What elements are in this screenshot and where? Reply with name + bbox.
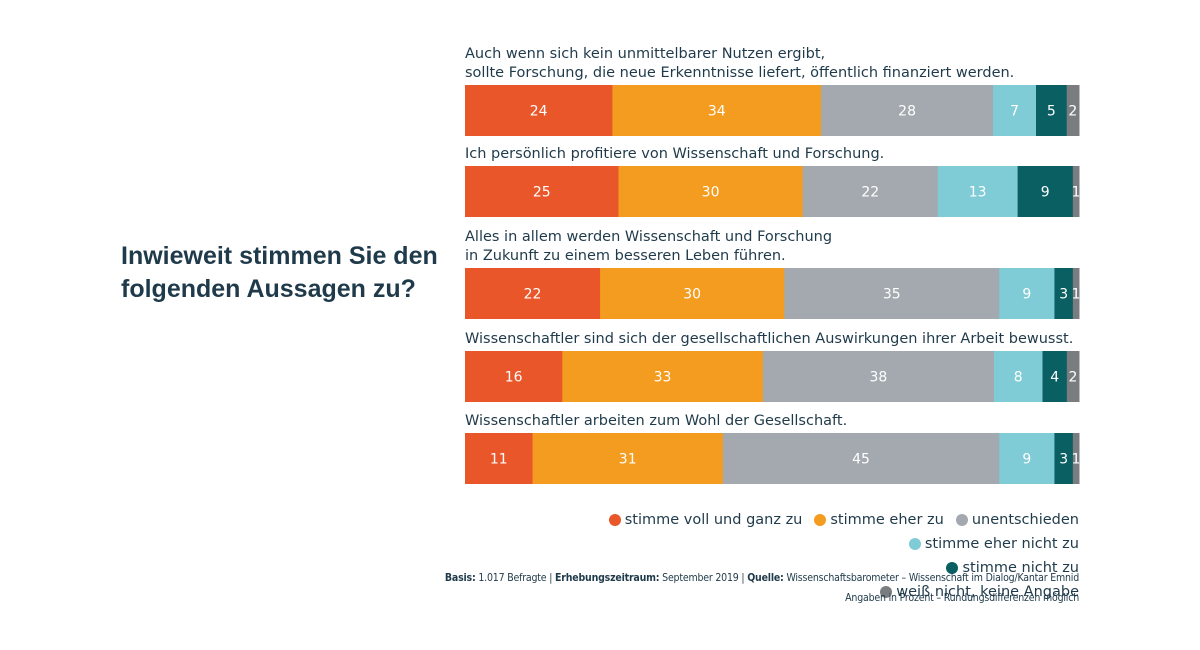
bar-segment xyxy=(1054,268,1074,319)
data-label: 8 xyxy=(1014,370,1023,386)
data-label: 1 xyxy=(1071,452,1080,468)
legend-label: weiß nicht, keine Angabe xyxy=(896,584,1079,600)
bar-segment xyxy=(465,351,563,402)
bar-segment xyxy=(993,85,1037,136)
bar-segment xyxy=(600,268,785,319)
data-label: 22 xyxy=(524,287,542,303)
bar-segment xyxy=(612,85,822,136)
bar-segment xyxy=(1017,166,1074,217)
data-label: 2 xyxy=(1068,370,1077,386)
basis-value: 1.017 Befragte xyxy=(478,572,547,584)
data-label: 33 xyxy=(654,370,672,386)
legend-item: stimme eher zu xyxy=(814,512,944,528)
question-label-line: Ich persönlich profitiere von Wissenscha… xyxy=(465,146,884,162)
bar-segment xyxy=(1054,433,1074,484)
bar-segment xyxy=(465,433,534,484)
data-label: 2 xyxy=(1068,104,1077,120)
data-label: 38 xyxy=(869,370,887,386)
data-label: 31 xyxy=(619,452,637,468)
bar-segment xyxy=(465,85,613,136)
bar-segment xyxy=(1072,268,1080,319)
data-label: 24 xyxy=(530,104,548,120)
data-label: 35 xyxy=(883,287,901,303)
data-label: 3 xyxy=(1059,287,1068,303)
bar-segment xyxy=(821,85,994,136)
legend-label: stimme eher zu xyxy=(830,512,944,528)
data-label: 34 xyxy=(708,104,726,120)
question-label-line: in Zukunft zu einem besseren Leben führe… xyxy=(465,248,786,264)
data-label: 25 xyxy=(533,185,551,201)
stacked-bar-chart: Auch wenn sich kein unmittelbarer Nutzen… xyxy=(465,46,1080,484)
legend-dot-icon xyxy=(814,514,827,526)
data-label: 5 xyxy=(1047,104,1056,120)
separator: | xyxy=(549,572,553,584)
period-value: September 2019 xyxy=(662,572,739,584)
data-label: 9 xyxy=(1041,185,1050,201)
legend-label: stimme voll und ganz zu xyxy=(624,512,803,528)
bar-segment xyxy=(1066,85,1080,136)
data-label: 1 xyxy=(1071,185,1080,201)
bar-segment xyxy=(722,433,1000,484)
bar-segment xyxy=(999,268,1055,319)
source-footnote: Angaben in Prozent – Rundungsdifferenzen… xyxy=(845,592,1079,604)
data-label: 22 xyxy=(861,185,879,201)
bar-segment xyxy=(993,351,1044,402)
legend-item: unentschieden xyxy=(955,512,1079,528)
basis-label: Basis: xyxy=(444,572,476,584)
legend-dot-icon xyxy=(880,586,893,598)
chart-title: Inwieweit stimmen Sie den folgenden Auss… xyxy=(121,242,438,303)
bar-segment xyxy=(762,351,995,402)
legend-item: stimme nicht zu xyxy=(946,560,1079,576)
question-label-line: Alles in allem werden Wissenschaft und F… xyxy=(465,229,832,245)
data-label: 7 xyxy=(1010,104,1019,120)
bar-segment xyxy=(465,268,601,319)
data-label: 9 xyxy=(1022,452,1031,468)
bar-segment xyxy=(1066,351,1080,402)
bar-segment xyxy=(1042,351,1068,402)
separator: | xyxy=(741,572,745,584)
source-note: Basis: 1.017 Befragte | Erhebungszeitrau… xyxy=(445,568,1079,608)
question-label-line: Wissenschaftler sind sich der gesellscha… xyxy=(465,331,1073,347)
data-label: 30 xyxy=(702,185,720,201)
bar-segment xyxy=(802,166,939,217)
question-label-line: Auch wenn sich kein unmittelbarer Nutzen… xyxy=(465,46,825,62)
data-label: 9 xyxy=(1022,287,1031,303)
legend-item: weiß nicht, keine Angabe xyxy=(880,584,1079,600)
data-label: 11 xyxy=(490,452,508,468)
data-label: 13 xyxy=(969,185,987,201)
bar-segment xyxy=(999,433,1055,484)
bar-segment xyxy=(1036,85,1068,136)
legend-item: stimme eher nicht zu xyxy=(908,536,1079,552)
data-label: 28 xyxy=(898,104,916,120)
legend: stimme voll und ganz zu stimme eher zu une… xyxy=(439,512,1079,600)
legend-dot-icon xyxy=(946,562,959,574)
quelle-label: Quelle: xyxy=(747,572,784,584)
legend-label: unentschieden xyxy=(971,512,1079,528)
bar-segment xyxy=(1072,433,1080,484)
legend-dot-icon xyxy=(608,514,621,526)
bar-segment xyxy=(618,166,804,217)
question-label-line: Wissenschaftler arbeiten zum Wohl der Ge… xyxy=(465,413,847,429)
bar-segment xyxy=(784,268,1000,319)
legend-dot-icon xyxy=(955,514,968,526)
bar-segment xyxy=(937,166,1019,217)
legend-label: stimme eher nicht zu xyxy=(924,536,1079,552)
legend-item: stimme voll und ganz zu xyxy=(608,512,803,528)
data-label: 3 xyxy=(1059,452,1068,468)
data-label: 4 xyxy=(1050,370,1059,386)
data-label: 16 xyxy=(505,370,523,386)
data-label: 30 xyxy=(683,287,701,303)
quelle-value: Wissenschaftsbarometer – Wissenschaft im… xyxy=(786,572,1079,584)
data-label: 45 xyxy=(852,452,870,468)
bar-segment xyxy=(562,351,764,402)
bar-segment xyxy=(532,433,724,484)
question-label-line: sollte Forschung, die neue Erkenntnisse … xyxy=(465,65,1014,81)
bar-segment xyxy=(1072,166,1080,217)
data-label: 1 xyxy=(1071,287,1080,303)
period-label: Erhebungszeitraum: xyxy=(555,572,660,584)
legend-dot-icon xyxy=(908,538,921,550)
source-line: Basis: 1.017 Befragte | Erhebungszeitrau… xyxy=(445,568,1079,588)
legend-label: stimme nicht zu xyxy=(962,560,1079,576)
bar-segment xyxy=(465,166,619,217)
